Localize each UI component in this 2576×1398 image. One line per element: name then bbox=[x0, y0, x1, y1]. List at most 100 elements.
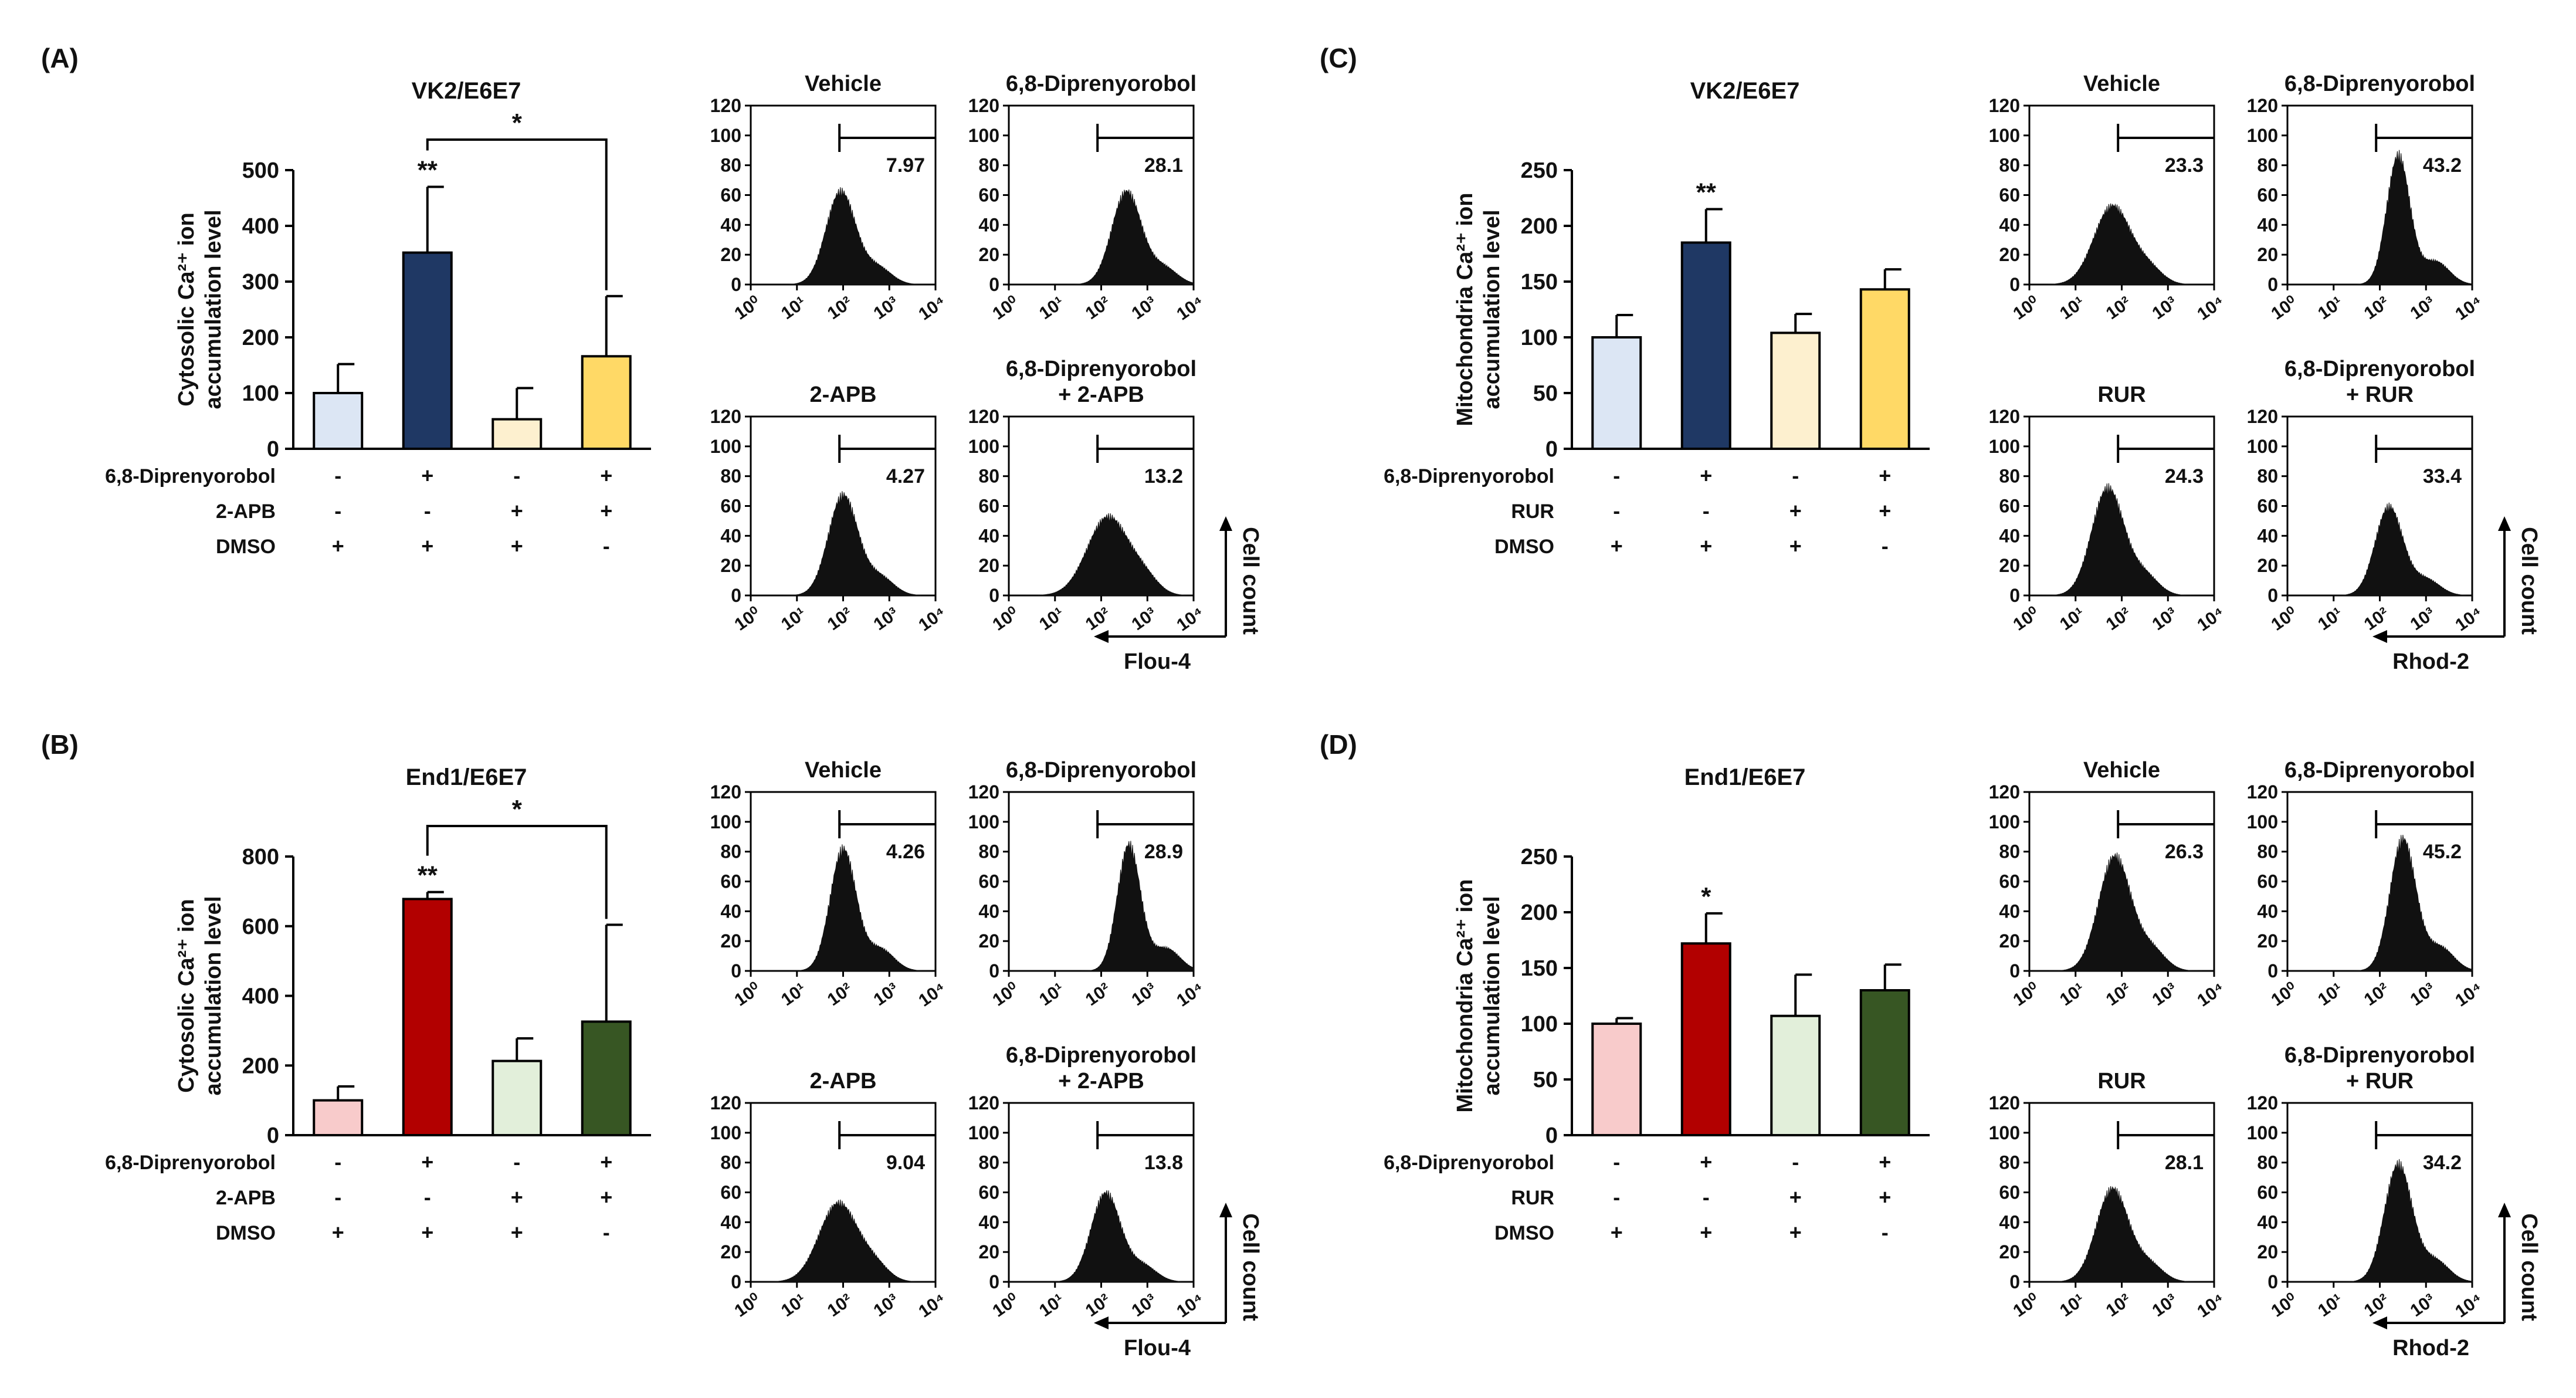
y-tick-label: 60 bbox=[2257, 496, 2278, 517]
histogram-title: Vehicle bbox=[805, 758, 882, 783]
arrowhead-left bbox=[1094, 630, 1109, 643]
x-tick-label: 10² bbox=[2103, 1290, 2134, 1321]
x-tick-label: 10¹ bbox=[778, 604, 809, 634]
y-tick-label: 500 bbox=[242, 158, 279, 183]
y-tick-label: 40 bbox=[978, 525, 999, 546]
x-tick-label: 10⁰ bbox=[731, 979, 764, 1010]
x-tick-label: 10⁴ bbox=[915, 979, 949, 1011]
y-tick-label: 60 bbox=[1999, 1182, 2020, 1203]
x-tick-label: 10² bbox=[2103, 979, 2134, 1010]
treatment-sign: - bbox=[1613, 1185, 1620, 1209]
treatment-sign: - bbox=[334, 1150, 341, 1174]
x-tick-label: 10² bbox=[1082, 979, 1114, 1010]
y-tick-label: 20 bbox=[1999, 244, 2020, 265]
treatment-sign: + bbox=[1789, 534, 1802, 558]
treatment-sign: - bbox=[1882, 534, 1889, 558]
treatment-row-label: 6,8-Diprenyorobol bbox=[1384, 1152, 1554, 1174]
significance-marker: ** bbox=[418, 156, 438, 185]
x-tick-label: 10³ bbox=[1128, 604, 1160, 634]
panel-d: (D) End1/E6E7 Mitochondria Ca²⁺ ion accumul… bbox=[1320, 729, 2541, 1360]
y-tick-label: 200 bbox=[1521, 214, 1558, 239]
y-tick-label: 0 bbox=[2009, 585, 2020, 606]
bar-chart: VK2/E6E7 Cytosolic Ca²⁺ ion accumulation l… bbox=[105, 78, 651, 558]
histogram-distribution bbox=[2029, 203, 2214, 285]
x-tick-label: 10⁴ bbox=[1173, 979, 1207, 1011]
treatment-sign: + bbox=[511, 1220, 523, 1244]
y-tick-label: 40 bbox=[1999, 901, 2020, 922]
y-tick-label: 20 bbox=[720, 930, 741, 952]
x-tick-label: 10² bbox=[2103, 604, 2134, 634]
fluorescence-label: Rhod-2 bbox=[2392, 649, 2469, 674]
y-tick-label: 60 bbox=[978, 496, 999, 517]
y-tick-label: 40 bbox=[2257, 214, 2278, 235]
y-tick-label: 100 bbox=[710, 125, 741, 146]
y-tick-label: 200 bbox=[1521, 901, 1558, 925]
histogram-title: 6,8-Diprenyorobol bbox=[1006, 758, 1197, 783]
y-tick-label: 80 bbox=[978, 155, 999, 176]
histogram-title: RUR bbox=[2097, 382, 2145, 407]
histogram-plot: 6,8-Diprenyorobol+ RUR 0 20 40 60 80 100 120 10⁰… bbox=[2247, 1043, 2486, 1322]
treatment-sign: + bbox=[1789, 1185, 1802, 1209]
histogram-plot: RUR 0 20 40 60 80 100 120 10⁰ 10¹ 10² 10³ 10⁴ 28.1 bbox=[1989, 1069, 2228, 1322]
treatment-sign: + bbox=[1879, 499, 1891, 523]
y-tick-label: 100 bbox=[2247, 1122, 2278, 1143]
y-axis-label: Cytosolic Ca²⁺ ion bbox=[174, 899, 199, 1092]
x-tick-label: 10³ bbox=[2149, 1290, 2181, 1321]
cell-count-label: Cell count bbox=[2517, 1213, 2541, 1321]
y-tick-label: 400 bbox=[242, 214, 279, 239]
arrowhead-up bbox=[1219, 1203, 1232, 1217]
arrowhead-up bbox=[2498, 1203, 2511, 1217]
y-tick-label: 250 bbox=[1521, 158, 1558, 183]
treatment-row-label: 6,8-Diprenyorobol bbox=[105, 465, 276, 488]
x-tick-label: 10⁴ bbox=[915, 292, 949, 324]
gate-percentage: 4.27 bbox=[886, 465, 925, 488]
x-tick-label: 10¹ bbox=[1036, 293, 1067, 323]
x-tick-label: 10¹ bbox=[2056, 604, 2088, 634]
treatment-sign: - bbox=[1792, 1150, 1799, 1174]
y-tick-label: 120 bbox=[2247, 406, 2278, 427]
y-tick-label: 60 bbox=[720, 1182, 741, 1203]
x-tick-label: 10¹ bbox=[778, 979, 809, 1010]
y-tick-label: 0 bbox=[2009, 274, 2020, 295]
y-tick-label: 40 bbox=[1999, 214, 2020, 235]
y-tick-label: 20 bbox=[978, 1241, 999, 1262]
treatment-sign: - bbox=[603, 1220, 610, 1244]
y-tick-label: 80 bbox=[1999, 1152, 2020, 1173]
y-tick-label: 120 bbox=[1989, 1092, 2020, 1113]
y-tick-label: 80 bbox=[2257, 155, 2278, 176]
y-tick-label: 0 bbox=[731, 585, 741, 606]
histogram-distribution bbox=[1009, 1190, 1194, 1282]
histogram-grid: Vehicle 0 20 40 60 80 100 120 10⁰ 10¹ 10² 10³ 10⁴ 23.… bbox=[1989, 72, 2541, 674]
treatment-sign: + bbox=[1700, 534, 1712, 558]
treatment-row-label: RUR bbox=[1511, 500, 1554, 523]
bar bbox=[313, 1099, 364, 1136]
bar-chart: VK2/E6E7 Mitochondria Ca²⁺ ion accumulatio… bbox=[1384, 78, 1930, 558]
histogram-title: + 2-APB bbox=[1058, 382, 1144, 407]
x-tick-label: 10² bbox=[2103, 293, 2134, 323]
histogram-distribution bbox=[1009, 841, 1194, 972]
treatment-sign: - bbox=[513, 1150, 520, 1174]
y-tick-label: 80 bbox=[1999, 841, 2020, 862]
y-tick-label: 20 bbox=[978, 244, 999, 265]
histogram-frame bbox=[1008, 104, 1195, 286]
histogram-grid: Vehicle 0 20 40 60 80 100 120 10⁰ 10¹ 10² 10³ 10⁴ 7.9… bbox=[710, 72, 1263, 674]
x-tick-label: 10¹ bbox=[2314, 979, 2346, 1010]
y-tick-label: 120 bbox=[710, 781, 741, 803]
y-tick-label: 60 bbox=[978, 871, 999, 892]
x-tick-label: 10¹ bbox=[1036, 979, 1067, 1010]
gate-percentage: 28.9 bbox=[1144, 841, 1183, 863]
bar bbox=[1591, 1023, 1642, 1136]
bar bbox=[1680, 241, 1731, 450]
bracket-label: * bbox=[512, 109, 523, 137]
bar bbox=[1859, 989, 1910, 1136]
x-tick-label: 10⁴ bbox=[2194, 1289, 2228, 1322]
bar bbox=[313, 392, 364, 450]
y-tick-label: 0 bbox=[989, 960, 999, 981]
y-tick-label: 0 bbox=[2267, 585, 2278, 606]
cell-count-label: Cell count bbox=[1238, 1213, 1263, 1321]
x-tick-label: 10¹ bbox=[2314, 604, 2346, 634]
gate-percentage: 13.8 bbox=[1144, 1152, 1183, 1174]
histogram-distribution bbox=[1009, 189, 1194, 285]
bar bbox=[492, 1059, 543, 1136]
